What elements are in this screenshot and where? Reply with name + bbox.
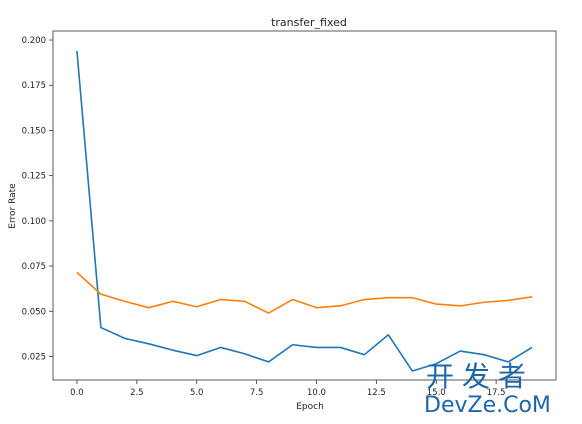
x-axis-label: Epoch: [296, 402, 324, 412]
chart-title: transfer_fixed: [271, 16, 347, 29]
y-axis-label: Error Rate: [8, 183, 18, 229]
y-tick-label: 0.150: [22, 126, 46, 136]
watermark-chinese: 开发者: [426, 360, 534, 393]
y-axis-ticks: 0.025 0.050 0.075 0.100 0.125 0.150 0.175 0.200: [22, 36, 53, 362]
x-axis-ticks: 0.0 2.5 5.0 7.5 10.0 12.5 15.0 17.5: [70, 380, 506, 398]
plot-frame: [52, 30, 557, 381]
x-tick-label: 12.5: [367, 388, 386, 398]
series-group: [76, 50, 533, 372]
x-tick-label: 15.0: [427, 388, 446, 398]
x-tick-label: 5.0: [190, 388, 204, 398]
y-tick-label: 0.025: [22, 352, 46, 362]
watermark: 开发者 DevZe.CoM: [424, 360, 551, 418]
x-tick-label: 0.0: [70, 388, 84, 398]
x-tick-label: 7.5: [250, 388, 264, 398]
x-tick-label: 2.5: [130, 388, 144, 398]
watermark-english: DevZe.CoM: [424, 393, 551, 418]
series-line-1: [76, 271, 533, 314]
series-line-0: [76, 50, 533, 372]
y-tick-label: 0.175: [22, 81, 46, 91]
y-tick-label: 0.125: [22, 172, 46, 182]
x-tick-label: 10.0: [307, 388, 326, 398]
y-tick-label: 0.050: [22, 307, 46, 317]
y-tick-label: 0.075: [22, 262, 46, 272]
y-tick-label: 0.100: [22, 217, 46, 227]
x-tick-label: 17.5: [487, 388, 506, 398]
y-tick-label: 0.200: [22, 36, 46, 46]
